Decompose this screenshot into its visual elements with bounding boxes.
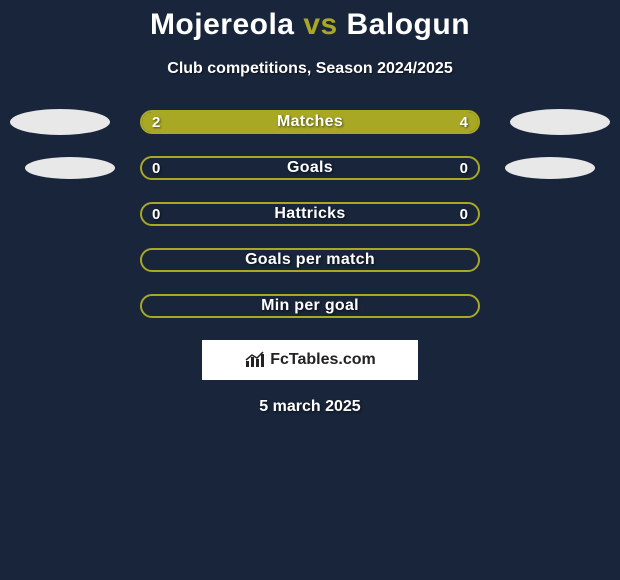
player2-name: Balogun	[347, 8, 471, 41]
stat-bar: Goals per match	[140, 248, 480, 272]
player1-name: Mojereola	[150, 8, 295, 41]
stat-label: Hattricks	[142, 205, 478, 223]
stat-rows: 24Matches 00Goals 00Hattricks Goals per mat…	[0, 110, 620, 318]
stat-row: Min per goal	[0, 294, 620, 318]
stat-row: 00Goals	[0, 156, 620, 180]
stat-row: 24Matches	[0, 110, 620, 134]
comparison-title: Mojereola vs Balogun	[0, 8, 620, 42]
vs-text: vs	[303, 8, 337, 41]
stat-bar: 24Matches	[140, 110, 480, 134]
player2-oval	[505, 157, 595, 179]
date-text: 5 march 2025	[0, 398, 620, 416]
player1-oval	[25, 157, 115, 179]
stat-row: 00Hattricks	[0, 202, 620, 226]
logo-box: FcTables.com	[202, 340, 418, 380]
player1-oval	[10, 109, 110, 135]
stat-label: Matches	[142, 113, 478, 131]
stat-bar: 00Goals	[140, 156, 480, 180]
stat-row: Goals per match	[0, 248, 620, 272]
player2-oval	[510, 109, 610, 135]
stat-label: Goals	[142, 159, 478, 177]
infographic-container: Mojereola vs Balogun Club competitions, …	[0, 0, 620, 416]
stat-label: Min per goal	[142, 297, 478, 315]
subtitle: Club competitions, Season 2024/2025	[0, 60, 620, 78]
stat-bar: 00Hattricks	[140, 202, 480, 226]
stat-label: Goals per match	[142, 251, 478, 269]
logo-chart-icon	[244, 351, 266, 369]
stat-bar: Min per goal	[140, 294, 480, 318]
logo-text: FcTables.com	[270, 351, 376, 369]
